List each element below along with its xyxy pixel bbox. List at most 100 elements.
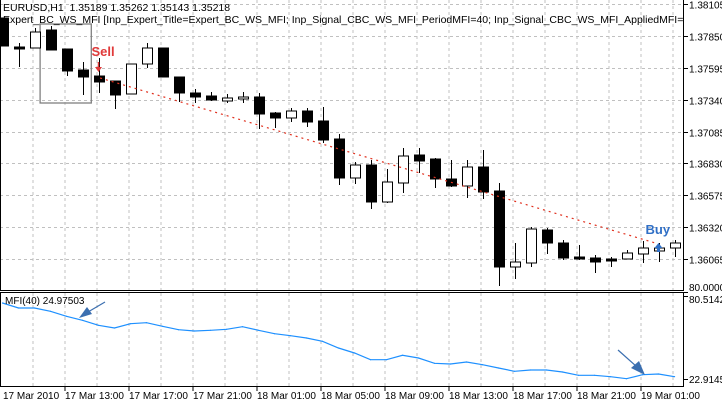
mfi-point	[593, 374, 596, 376]
candle	[270, 112, 281, 128]
mfi-point	[305, 337, 308, 339]
rectangle-object[interactable]	[39, 23, 92, 104]
candle	[398, 148, 409, 193]
mfi-point	[289, 335, 292, 337]
candle	[334, 134, 345, 185]
candle	[494, 183, 505, 286]
mfi-point	[545, 369, 548, 371]
candle-body	[510, 261, 521, 268]
candle	[0, 17, 9, 47]
price-tick-label: 1.37850	[689, 33, 722, 44]
mfi-point	[369, 359, 372, 361]
mfi-panel-border	[0, 292, 684, 387]
candle	[622, 250, 633, 260]
candle	[254, 93, 265, 129]
candle	[366, 160, 377, 209]
time-tick-label: 18 Mar 01:00	[257, 391, 316, 402]
candle-body	[558, 242, 569, 259]
candle-body	[190, 92, 201, 98]
mfi-point	[465, 361, 468, 363]
mfi-point	[1, 302, 4, 304]
mfi-point	[65, 315, 68, 317]
mfi-point	[129, 323, 132, 325]
time-tick-label: 19 Mar 01:00	[641, 391, 700, 402]
price-tick-label: 1.37085	[689, 129, 722, 140]
candle	[382, 169, 393, 203]
candle-body	[542, 229, 553, 244]
mfi-point	[33, 307, 36, 309]
time-tick-label: 17 Mar 2010	[3, 391, 60, 402]
symbol-info-line: EURUSD,H1 1.35189 1.35262 1.35143 1.3521…	[3, 2, 230, 14]
mfi-point	[417, 357, 420, 359]
mfi-point	[17, 307, 20, 309]
candle	[174, 76, 185, 102]
mfi-point	[385, 359, 388, 361]
candle	[510, 243, 521, 279]
mfi-point	[641, 374, 644, 376]
price-tick-label: 1.37340	[689, 97, 722, 108]
candle	[558, 240, 569, 260]
candle-body	[670, 242, 681, 249]
candle-body	[302, 110, 313, 123]
time-tick-label: 18 Mar 13:00	[449, 391, 508, 402]
candle	[206, 92, 217, 101]
mfi-point	[497, 367, 500, 369]
candle	[590, 255, 601, 273]
mfi-point	[161, 325, 164, 327]
mfi-point	[561, 371, 564, 373]
time-tick-label: 17 Mar 17:00	[129, 391, 188, 402]
candle	[350, 162, 361, 184]
candle-body	[222, 97, 233, 102]
sell-arrow-icon[interactable]	[95, 67, 102, 72]
candle-body	[526, 228, 537, 264]
mfi-point	[449, 363, 452, 365]
candle	[286, 108, 297, 122]
trade-line[interactable]	[99, 77, 656, 244]
candle-body	[462, 166, 473, 187]
candle-body	[606, 258, 617, 262]
mfi-point	[193, 330, 196, 332]
candle-body	[110, 80, 121, 96]
candle-body	[366, 164, 377, 203]
candle	[670, 240, 681, 257]
mfi-title: MFI(40) 24.97503	[5, 296, 85, 307]
mfi-point	[433, 362, 436, 364]
expert-info-line: Expert_BC_WS_MFI [Inp_Expert_Title=Exper…	[3, 14, 722, 26]
candle-body	[574, 256, 585, 260]
mfi-point	[529, 369, 532, 371]
rectangle-object-layer	[39, 23, 92, 104]
main-panel-border	[0, 0, 684, 291]
candle-body	[46, 29, 57, 51]
mfi-point	[113, 327, 116, 329]
time-tick-label: 18 Mar 05:00	[321, 391, 380, 402]
mfi-point	[241, 326, 244, 328]
candle-body	[174, 76, 185, 94]
buy-label: Buy	[646, 222, 671, 237]
mfi-point	[673, 376, 676, 378]
candle-body	[398, 155, 409, 184]
candle-body	[158, 47, 169, 78]
candle	[478, 150, 489, 199]
candle	[126, 63, 137, 95]
mfi-point	[353, 352, 356, 354]
mfi-point	[97, 324, 100, 326]
time-tick-label: 18 Mar 21:00	[577, 391, 636, 402]
candle-body	[94, 75, 105, 83]
candle	[318, 107, 329, 143]
signals: Sell Buy	[92, 44, 671, 252]
candle	[542, 228, 553, 254]
candle-body	[14, 46, 25, 50]
mfi-point	[609, 376, 612, 378]
candle-body	[286, 110, 297, 119]
annotation-arrow-icon	[79, 301, 106, 318]
buy-arrow-icon[interactable]	[654, 243, 663, 248]
candle	[30, 28, 41, 49]
candle-body	[414, 154, 425, 162]
mfi-point	[513, 370, 516, 372]
candle-body	[478, 166, 489, 193]
candle	[46, 26, 57, 51]
mfi-point	[337, 347, 340, 349]
mfi-line	[2, 302, 675, 380]
candle	[238, 92, 249, 103]
